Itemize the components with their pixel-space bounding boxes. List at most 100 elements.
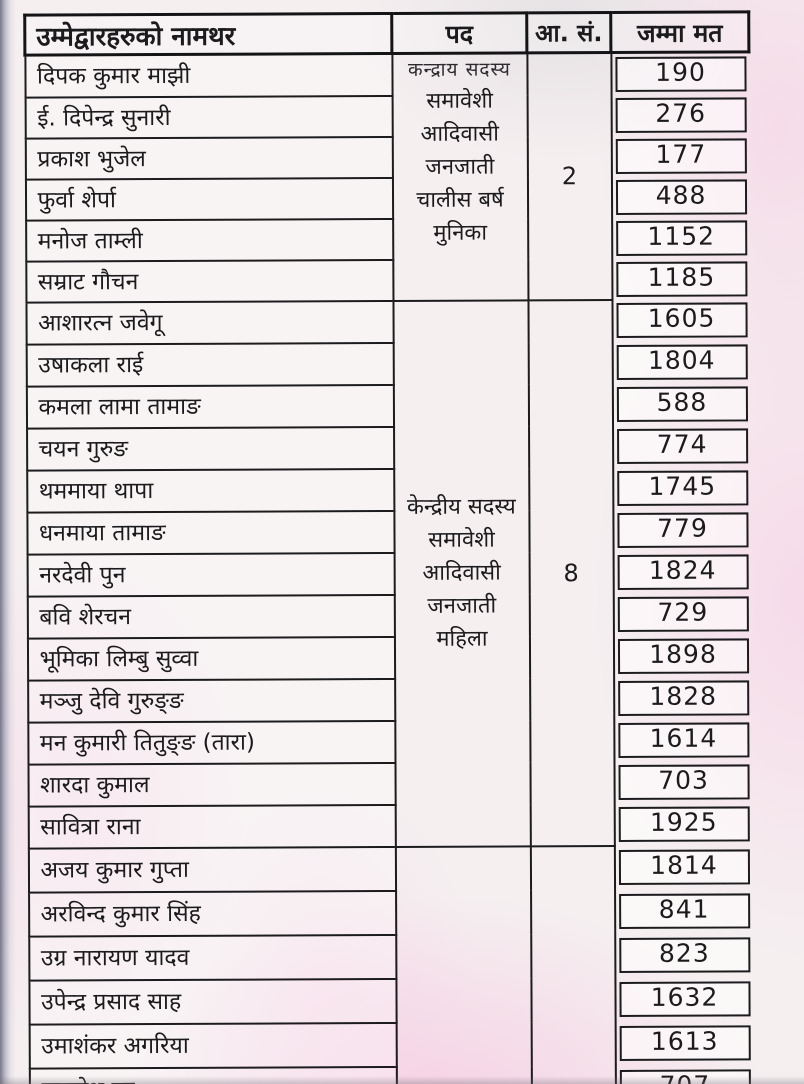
table-row: कमला लामा तामाङ 588 — [26, 383, 750, 429]
votes-cell: 1804 — [612, 341, 750, 384]
position-line: महिला — [436, 626, 488, 653]
votes-cell: 588 — [612, 383, 750, 426]
position-line: जनजाती — [427, 593, 497, 620]
header-serial-number: आ. सं. — [526, 12, 611, 53]
candidate-name-cell: थममाया थापा — [26, 468, 394, 513]
candidate-name-cell: फुर्वा शेर्पा — [25, 177, 393, 221]
header-candidate-name: उम्मेद्वारहरुको नामथर — [24, 13, 392, 56]
table-row: अजय कुमार गुप्ता 1814 — [28, 845, 752, 1084]
candidate-name-cell: शारदा कुमाल — [27, 762, 396, 807]
table-row: थममाया थापा 1745 — [26, 467, 751, 513]
vote-count-box: 1745 — [616, 470, 748, 507]
votes-cell: 488 — [611, 176, 749, 218]
candidate-name-cell: धनमाया तामाङ — [26, 510, 395, 555]
table-header-row: उम्मेद्वारहरुको नामथर पद आ. सं. जम्मा मत — [24, 11, 749, 56]
position-line: चालीस बर्ष — [416, 187, 504, 214]
table-row: मनोज ताम्ली 1152 — [25, 217, 750, 262]
candidate-name-cell: अजय कुमार गुप्ता — [28, 846, 396, 893]
table-row: उमाशंकर अगरिया 1613 — [29, 1021, 753, 1069]
candidate-name-cell: आशारत्न जवेगू — [25, 300, 394, 345]
votes-cell: 823 — [615, 933, 753, 978]
table-row: उग्र नारायण यादव 823 — [28, 933, 753, 981]
candidate-name-cell: उषाकला राई — [26, 342, 394, 387]
table-row: प्रकाश भुजेल 177 — [25, 135, 749, 180]
votes-cell: 190 — [611, 52, 749, 95]
table-row: चयन गुरुङ 774 — [26, 425, 751, 471]
votes-cell: 1745 — [613, 467, 751, 510]
position-cell: केन्द्रीय सदस्य समावेशी आदिवासी जनजाती महिला — [392, 300, 531, 847]
candidate-name-cell: दिपक कुमार माझी — [24, 53, 393, 98]
candidate-name-cell: नरदेवी पुन — [27, 552, 395, 597]
table-row: फुर्वा शेर्पा 488 — [25, 176, 749, 221]
candidate-name-cell: चयन गुरुङ — [26, 426, 394, 471]
candidate-name-cell: ई. दिपेन्द्र सुनारी — [25, 95, 393, 139]
vote-count-box: 841 — [618, 893, 750, 930]
votes-cell: 779 — [613, 509, 751, 552]
position-line: जनजाती — [425, 154, 495, 181]
candidate-name-cell: मन कुमारी तितुङ्ङ (तारा) — [27, 720, 395, 765]
table-row: सम्राट गौचन 1185 — [25, 258, 750, 303]
table-row: शारदा कुमाल 703 — [27, 761, 752, 807]
candidate-name-cell: मनोज ताम्ली — [25, 218, 393, 262]
vote-count-box: 1632 — [618, 981, 751, 1018]
header-total-votes: जम्मा मत — [610, 11, 749, 53]
scan-edge-shadow-bottom — [0, 1076, 804, 1084]
vote-count-box: 729 — [617, 596, 749, 633]
votes-cell: 1185 — [612, 258, 750, 300]
votes-cell: 177 — [611, 135, 749, 177]
table-row: आशारत्न जवेगू केन्द्रीय सदस्य समावेशी आदिवा… — [25, 299, 750, 847]
table-row: उषाकला राई 1804 — [26, 341, 750, 387]
vote-count-box: 1614 — [617, 722, 749, 759]
votes-cell: 1632 — [615, 977, 753, 1022]
vote-count-box: 1152 — [615, 220, 747, 256]
vote-count-box: 1824 — [617, 554, 749, 591]
vote-count-box: 276 — [615, 97, 747, 133]
vote-count-box: 1185 — [615, 261, 747, 297]
votes-cell: 1828 — [614, 677, 752, 720]
vote-count-box: 1605 — [615, 302, 748, 339]
votes-cell: 1605 — [612, 299, 750, 342]
vote-count-box: 190 — [614, 56, 747, 92]
vote-count-box: 1898 — [617, 638, 749, 675]
candidate-name-cell: सम्राट गौचन — [25, 259, 393, 303]
votes-cell: 1614 — [614, 719, 752, 762]
vote-count-box: 1814 — [618, 849, 750, 886]
position-line: कन्द्राय सदस्य — [407, 58, 511, 81]
candidate-name-cell: भूमिका लिम्बु सुव्वा — [27, 636, 395, 681]
position-line: केन्द्रीय सदस्य — [406, 494, 516, 521]
vote-count-box: 588 — [616, 386, 748, 423]
votes-cell: 774 — [613, 425, 751, 468]
candidate-name-cell: उमाशंकर अगरिया — [29, 1022, 397, 1069]
table-row: भूमिका लिम्बु सुव्वा 1898 — [27, 635, 751, 681]
vote-count-box: 774 — [616, 428, 748, 465]
candidate-name-cell: अरविन्द कुमार सिंह — [28, 890, 396, 937]
table-row: ई. दिपेन्द्र सुनारी 276 — [25, 94, 749, 139]
vote-tally-table: उम्मेद्वारहरुको नामथर पद आ. सं. जम्मा मत… — [23, 10, 756, 1084]
votes-cell: 1925 — [614, 803, 752, 846]
vote-count-box: 1804 — [616, 344, 748, 381]
votes-cell: 1613 — [615, 1021, 753, 1066]
candidate-name-cell: बवि शेरचन — [27, 594, 395, 639]
table-row: बवि शेरचन 729 — [27, 593, 751, 639]
table-row: दिपक कुमार माझी कन्द्राय सदस्य समावेशी आदिव… — [24, 52, 749, 301]
candidate-name-cell: प्रकाश भुजेल — [25, 136, 393, 180]
votes-cell: 703 — [614, 761, 752, 804]
position-line: आदिवासी — [422, 560, 501, 587]
candidate-name-cell: कमला लामा तामाङ — [26, 384, 394, 429]
vote-count-box: 488 — [615, 179, 747, 215]
header-position: पद — [391, 12, 527, 54]
vote-count-box: 779 — [616, 512, 749, 549]
vote-count-box: 177 — [615, 138, 747, 174]
vote-count-box: 1613 — [619, 1025, 751, 1062]
position-line: समावेशी — [426, 88, 493, 115]
scan-edge-shadow-left — [0, 0, 16, 1084]
table-row: धनमाया तामाङ 779 — [26, 509, 751, 555]
votes-cell: 1152 — [612, 217, 750, 259]
position-cell — [395, 846, 533, 1084]
vote-count-box: 1925 — [618, 806, 750, 843]
vote-count-box: 703 — [618, 764, 750, 801]
position-line: समावेशी — [428, 527, 495, 554]
votes-cell: 729 — [613, 593, 751, 636]
votes-cell: 1898 — [613, 635, 751, 678]
